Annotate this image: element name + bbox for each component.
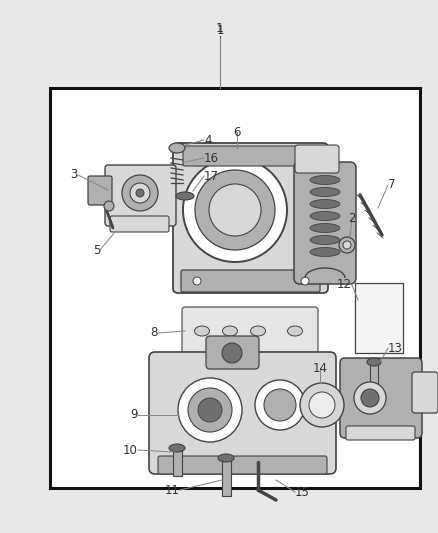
Ellipse shape — [310, 175, 340, 184]
Circle shape — [264, 389, 296, 421]
Text: 15: 15 — [295, 486, 310, 498]
Circle shape — [301, 277, 309, 285]
Circle shape — [300, 383, 344, 427]
Text: 5: 5 — [92, 244, 100, 256]
Circle shape — [178, 378, 242, 442]
Text: 6: 6 — [233, 125, 241, 139]
Circle shape — [255, 380, 305, 430]
Circle shape — [130, 183, 150, 203]
Ellipse shape — [176, 192, 194, 200]
Bar — [355, 283, 403, 353]
Text: 10: 10 — [123, 443, 138, 456]
FancyBboxPatch shape — [206, 336, 259, 369]
Text: 1: 1 — [216, 23, 224, 36]
Circle shape — [198, 398, 222, 422]
Text: 13: 13 — [388, 342, 403, 354]
FancyBboxPatch shape — [294, 162, 356, 284]
Text: 12: 12 — [337, 279, 352, 292]
Circle shape — [122, 175, 158, 211]
Ellipse shape — [169, 444, 185, 452]
Text: 14: 14 — [312, 361, 328, 375]
Text: 16: 16 — [204, 151, 219, 165]
Ellipse shape — [310, 223, 340, 232]
Bar — [370, 362, 378, 384]
Circle shape — [339, 237, 355, 253]
Text: 4: 4 — [204, 133, 212, 147]
Circle shape — [309, 392, 335, 418]
Ellipse shape — [287, 326, 303, 336]
Text: 9: 9 — [131, 408, 138, 422]
Circle shape — [183, 158, 287, 262]
Ellipse shape — [223, 326, 237, 336]
Circle shape — [209, 184, 261, 236]
FancyBboxPatch shape — [88, 176, 112, 205]
Ellipse shape — [310, 199, 340, 208]
Text: 3: 3 — [71, 168, 78, 182]
Circle shape — [188, 388, 232, 432]
Ellipse shape — [218, 454, 234, 462]
Circle shape — [361, 389, 379, 407]
Circle shape — [195, 170, 275, 250]
Circle shape — [104, 201, 114, 211]
Text: 2: 2 — [348, 212, 356, 224]
Ellipse shape — [310, 247, 340, 256]
Ellipse shape — [169, 143, 185, 153]
Ellipse shape — [251, 326, 265, 336]
FancyBboxPatch shape — [183, 146, 317, 166]
FancyBboxPatch shape — [181, 270, 320, 292]
Ellipse shape — [310, 188, 340, 197]
Text: 7: 7 — [388, 179, 396, 191]
Circle shape — [193, 277, 201, 285]
FancyBboxPatch shape — [295, 145, 339, 173]
FancyBboxPatch shape — [182, 307, 318, 355]
Text: 8: 8 — [151, 327, 158, 340]
Ellipse shape — [310, 212, 340, 221]
Circle shape — [222, 343, 242, 363]
FancyBboxPatch shape — [173, 143, 328, 293]
Ellipse shape — [310, 236, 340, 245]
FancyBboxPatch shape — [105, 165, 176, 226]
FancyBboxPatch shape — [110, 216, 169, 232]
Ellipse shape — [367, 358, 381, 366]
FancyBboxPatch shape — [158, 456, 327, 474]
Ellipse shape — [194, 326, 209, 336]
Text: 1: 1 — [216, 21, 224, 35]
Circle shape — [354, 382, 386, 414]
FancyBboxPatch shape — [149, 352, 336, 474]
Circle shape — [136, 189, 144, 197]
Bar — [173, 448, 182, 476]
FancyBboxPatch shape — [346, 426, 415, 440]
Text: 17: 17 — [204, 169, 219, 182]
Bar — [50, 88, 420, 488]
Bar — [222, 458, 231, 496]
FancyBboxPatch shape — [340, 358, 422, 438]
FancyBboxPatch shape — [412, 372, 438, 413]
Text: 11: 11 — [165, 483, 180, 497]
Circle shape — [343, 241, 351, 249]
